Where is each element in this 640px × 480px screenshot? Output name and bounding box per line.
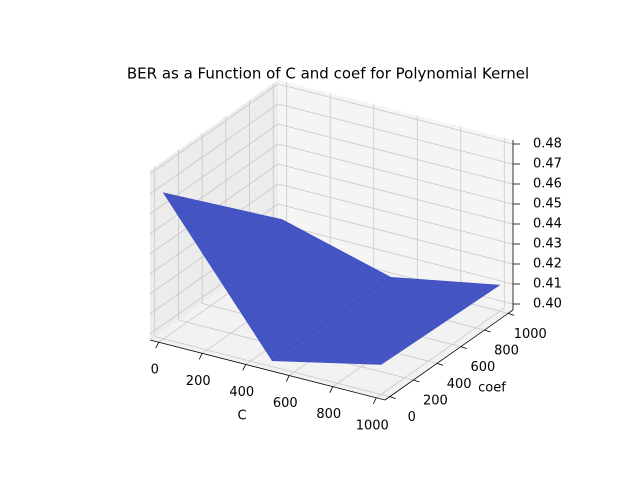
- tick-mark: [155, 342, 160, 349]
- z-tick-label: 0.45: [533, 197, 562, 212]
- z-tick-label: 0.47: [533, 157, 562, 172]
- z-tick-label: 0.41: [533, 277, 562, 292]
- x-tick-label: 1000: [356, 418, 389, 433]
- surface-patch: [271, 277, 501, 365]
- y-tick-label: 400: [447, 377, 472, 392]
- grid-line: [277, 163, 514, 225]
- z-tick-label: 0.48: [533, 137, 562, 152]
- tick-mark: [437, 362, 444, 366]
- z-tick-label: 0.40: [533, 297, 562, 312]
- x-tick-label: 0: [151, 363, 159, 378]
- tick-mark: [413, 379, 420, 383]
- grid-line: [149, 103, 279, 195]
- z-tick-label: 0.46: [533, 177, 562, 192]
- x-axis-line: [149, 339, 386, 401]
- y-tick-label: 0: [408, 410, 416, 425]
- tick-mark: [460, 346, 467, 350]
- grid-line: [149, 143, 279, 235]
- y-tick-label: 600: [470, 360, 495, 375]
- z-tick-label: 0.42: [533, 257, 562, 272]
- z-tick-label: 0.43: [533, 237, 562, 252]
- tick-mark: [285, 375, 290, 382]
- x-tick-label: 800: [316, 407, 341, 422]
- tick-mark: [508, 312, 515, 316]
- grid-line: [277, 123, 514, 185]
- x-axis-label: C: [237, 409, 246, 424]
- grid-line: [277, 223, 514, 285]
- tick-mark: [198, 353, 203, 360]
- chart-title: BER as a Function of C and coef for Poly…: [127, 65, 529, 83]
- y-axis-line: [384, 309, 514, 401]
- grid-line: [149, 83, 279, 175]
- grid-line: [154, 336, 390, 398]
- tick-mark: [242, 364, 247, 371]
- grid-line: [277, 83, 514, 145]
- y-tick-label: 1000: [514, 327, 547, 342]
- x-tick-label: 600: [273, 396, 298, 411]
- tick-mark: [484, 329, 491, 333]
- tick-mark: [389, 396, 396, 400]
- y-axis-label: coef: [478, 381, 506, 396]
- y-tick-label: 800: [494, 344, 519, 359]
- grid-line: [277, 103, 514, 165]
- grid-line: [277, 203, 514, 265]
- x-tick-label: 400: [229, 385, 254, 400]
- tick-mark: [329, 386, 334, 393]
- z-tick-label: 0.44: [533, 217, 562, 232]
- y-tick-label: 200: [423, 394, 448, 409]
- grid-line: [277, 143, 514, 205]
- tick-mark: [372, 397, 377, 404]
- grid-line: [376, 307, 505, 399]
- grid-line: [277, 183, 514, 245]
- x-tick-label: 200: [186, 374, 211, 389]
